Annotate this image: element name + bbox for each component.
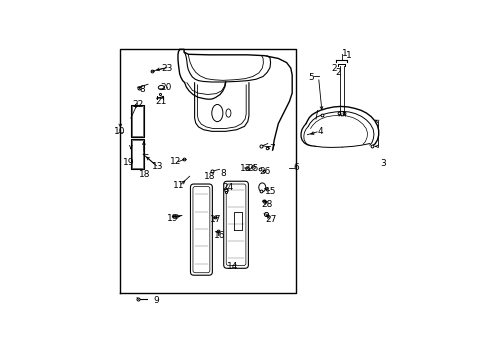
Text: 3: 3	[380, 159, 386, 168]
Text: 7: 7	[269, 144, 275, 153]
Text: 2: 2	[334, 68, 340, 77]
Text: 17: 17	[209, 215, 221, 224]
Text: 19: 19	[166, 214, 178, 223]
Text: 18: 18	[139, 170, 150, 179]
Text: 8: 8	[139, 85, 144, 94]
Text: 1: 1	[341, 49, 347, 58]
Text: 26: 26	[259, 167, 270, 176]
Text: 16: 16	[214, 231, 225, 240]
Text: 20: 20	[160, 83, 172, 92]
Text: 10: 10	[114, 127, 125, 136]
Text: 23: 23	[161, 64, 172, 73]
Text: 27: 27	[265, 215, 276, 224]
Text: 18: 18	[203, 172, 215, 181]
Text: 15: 15	[265, 187, 276, 196]
Text: 13: 13	[152, 162, 163, 171]
Text: 22: 22	[132, 100, 143, 109]
Text: 8: 8	[220, 169, 225, 178]
Text: 4: 4	[317, 127, 322, 136]
Text: 5: 5	[308, 73, 314, 82]
Text: 6: 6	[293, 163, 299, 172]
Text: 19: 19	[123, 158, 134, 167]
Text: 11: 11	[173, 181, 184, 190]
Text: 13: 13	[239, 164, 250, 173]
Text: 14: 14	[226, 262, 238, 271]
Text: 24: 24	[222, 183, 233, 192]
Text: 25: 25	[247, 164, 259, 173]
Text: 2: 2	[330, 64, 336, 73]
Text: 28: 28	[261, 200, 272, 209]
Text: 9: 9	[153, 296, 159, 305]
Text: 12: 12	[170, 157, 181, 166]
Text: 1: 1	[346, 51, 351, 60]
Text: 21: 21	[155, 97, 166, 106]
